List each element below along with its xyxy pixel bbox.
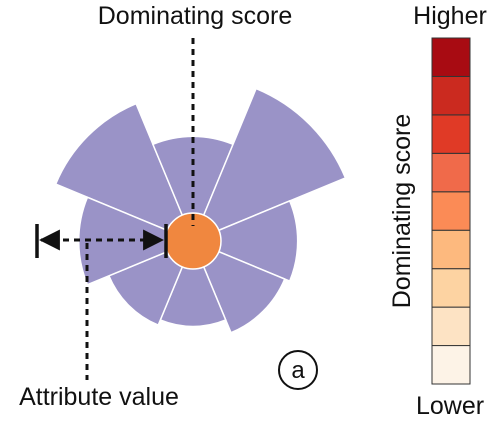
glyph-petal	[159, 239, 227, 328]
panel-marker-label: a	[291, 357, 305, 384]
glyph-petal	[107, 239, 195, 327]
glyph-petals	[54, 87, 347, 334]
glyph-petal	[191, 87, 347, 243]
glyph-petal	[191, 239, 286, 334]
legend-higher-label: Higher	[413, 2, 487, 30]
legend-title: Dominating score	[388, 114, 416, 309]
legend-swatch	[431, 345, 471, 385]
legend-color-scale	[431, 37, 471, 385]
legend-swatch	[431, 75, 471, 116]
glyph-petal	[54, 102, 195, 243]
glyph-petal	[151, 135, 235, 243]
panel-marker-circle	[278, 350, 318, 390]
legend-swatch	[431, 229, 471, 270]
legend-swatch	[431, 114, 471, 154]
legend-swatch	[431, 37, 471, 77]
dominating-score-circle	[164, 212, 222, 270]
dominating-score-label: Dominating score	[98, 2, 293, 30]
legend-swatch	[431, 152, 471, 193]
legend-lower-label: Lower	[416, 392, 484, 420]
attribute-value-label: Attribute value	[19, 383, 179, 411]
legend-swatch	[431, 268, 471, 308]
legend-swatch	[431, 191, 471, 231]
glyph-petal	[191, 199, 299, 283]
legend-swatch	[431, 306, 471, 347]
